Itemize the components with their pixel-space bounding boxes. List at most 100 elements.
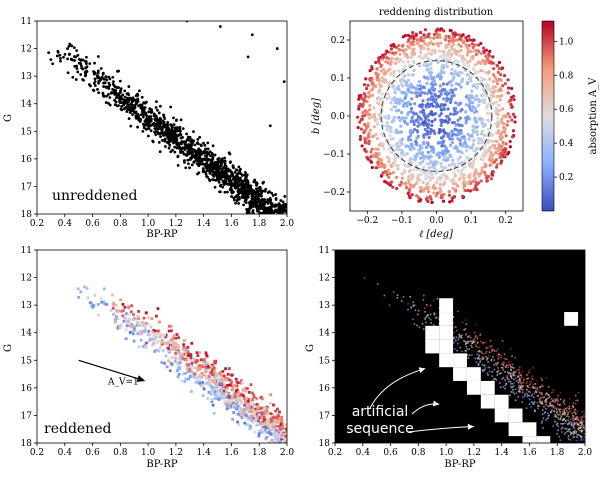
p2-point bbox=[435, 180, 439, 184]
p4-point bbox=[555, 415, 557, 418]
p3-point bbox=[232, 404, 235, 408]
p1-point bbox=[75, 64, 79, 68]
p2-point bbox=[484, 48, 489, 52]
p2-point bbox=[361, 111, 365, 115]
p2-point bbox=[426, 76, 430, 80]
p3-point bbox=[201, 381, 205, 384]
p1-point bbox=[107, 87, 111, 90]
p3-point bbox=[259, 429, 263, 432]
p1-point bbox=[149, 108, 153, 112]
p1-xtick-label: 1.4 bbox=[197, 219, 212, 229]
p3-point bbox=[292, 432, 295, 435]
p3-point bbox=[174, 356, 177, 360]
p2-point bbox=[433, 82, 438, 86]
p2-point bbox=[442, 29, 446, 33]
p3-point bbox=[312, 459, 315, 462]
p2-point bbox=[466, 50, 470, 54]
p1-point bbox=[163, 130, 167, 134]
p2-point bbox=[370, 165, 374, 170]
p3-point bbox=[307, 439, 310, 442]
p2-point bbox=[356, 125, 360, 130]
p1-point bbox=[214, 165, 218, 169]
p3-point bbox=[124, 319, 128, 323]
p3-point bbox=[292, 430, 295, 433]
p4-point bbox=[586, 420, 588, 422]
p2-point bbox=[492, 101, 496, 106]
p2-point bbox=[451, 178, 456, 182]
p4-point bbox=[513, 375, 516, 377]
p4-point bbox=[542, 417, 545, 420]
p2-point bbox=[507, 150, 511, 154]
p4-point bbox=[454, 326, 457, 328]
p3-point bbox=[301, 430, 304, 433]
p4-point bbox=[572, 433, 575, 436]
p4-point bbox=[495, 363, 498, 366]
p2-point bbox=[430, 77, 434, 81]
p2-point bbox=[433, 131, 437, 136]
p4-point bbox=[433, 312, 435, 314]
p3-point bbox=[278, 432, 282, 436]
p2-point bbox=[395, 141, 399, 146]
p2-point bbox=[379, 65, 383, 69]
colorbar-tick-label: 0.6 bbox=[559, 105, 574, 115]
p3-point bbox=[156, 329, 160, 333]
p1-point bbox=[169, 124, 173, 127]
p2-point bbox=[462, 176, 466, 180]
p3-point bbox=[207, 382, 211, 386]
p1-point bbox=[196, 137, 200, 141]
p2-point bbox=[445, 60, 449, 64]
p3-point bbox=[123, 305, 127, 309]
p3-point bbox=[168, 324, 171, 328]
p3-point bbox=[236, 396, 240, 400]
p2-point bbox=[435, 35, 439, 39]
p2-point bbox=[365, 99, 369, 104]
p2-point bbox=[410, 73, 414, 77]
p2-point bbox=[497, 131, 501, 135]
p4-point bbox=[589, 440, 591, 442]
p1-point bbox=[179, 149, 183, 153]
p3-point bbox=[276, 443, 279, 446]
p3-point bbox=[182, 353, 186, 356]
p2-point bbox=[510, 118, 514, 122]
p2-point bbox=[450, 162, 454, 167]
p2-point bbox=[387, 128, 391, 132]
p2-point bbox=[375, 96, 380, 101]
p2-point bbox=[456, 137, 460, 141]
p2-point bbox=[474, 52, 478, 56]
p3-point bbox=[302, 439, 305, 442]
p3-point bbox=[244, 402, 247, 406]
p2-point bbox=[365, 109, 369, 114]
p2-point bbox=[377, 102, 381, 106]
p3-point bbox=[273, 419, 277, 423]
p2-point bbox=[470, 134, 474, 139]
p2-point bbox=[468, 93, 473, 98]
p2-point bbox=[508, 115, 512, 119]
p1-point bbox=[273, 216, 276, 219]
p2-point bbox=[420, 90, 424, 95]
p3-point bbox=[285, 428, 287, 432]
p3-point bbox=[293, 427, 296, 430]
p4-point bbox=[587, 438, 589, 440]
p2-point bbox=[400, 142, 404, 146]
p3-point bbox=[191, 371, 195, 375]
p3-point bbox=[316, 457, 319, 460]
p2-point bbox=[482, 133, 486, 137]
p3-point bbox=[299, 447, 302, 450]
p2-point bbox=[448, 200, 452, 204]
p4-point bbox=[591, 437, 593, 439]
p2-point bbox=[426, 141, 430, 146]
p3-point bbox=[303, 450, 306, 453]
p1-point bbox=[257, 207, 261, 210]
p3-point bbox=[265, 436, 269, 439]
p2-point bbox=[458, 149, 462, 153]
p4-point bbox=[549, 411, 552, 413]
p2-point bbox=[500, 66, 504, 71]
p3-point bbox=[88, 301, 92, 305]
p1-point bbox=[264, 214, 267, 217]
p3-point bbox=[195, 377, 199, 381]
p1-point bbox=[281, 200, 285, 204]
p3-point bbox=[297, 448, 300, 451]
p3-point bbox=[128, 317, 132, 321]
p3-point bbox=[145, 341, 149, 345]
p1-point bbox=[59, 56, 62, 60]
